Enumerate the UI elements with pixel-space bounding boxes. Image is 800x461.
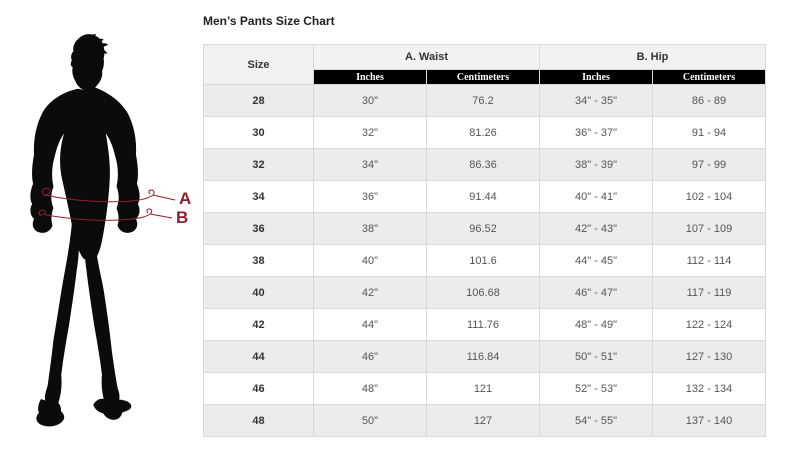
svg-text:A: A: [179, 189, 191, 208]
svg-text:B: B: [176, 208, 188, 227]
